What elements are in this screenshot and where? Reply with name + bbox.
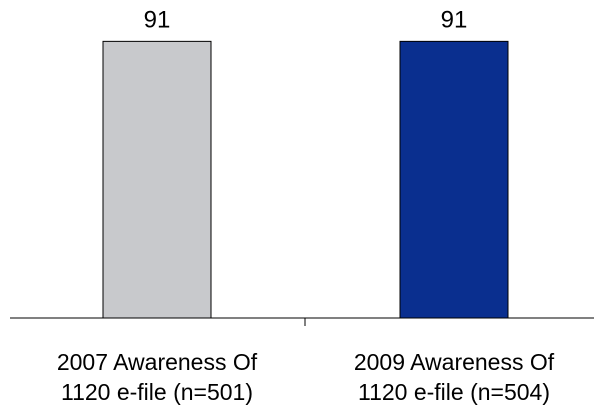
category-label-1-line-2: 1120 e-file (n=501) <box>61 379 253 405</box>
category-label-2-line-1: 2009 Awareness Of <box>354 349 555 375</box>
data-labels-group: 91 91 <box>144 6 468 33</box>
category-labels-group: 2007 Awareness Of 1120 e-file (n=501) 2009… <box>57 349 555 405</box>
bar-2 <box>399 40 509 319</box>
category-label-2-line-2: 1120 e-file (n=504) <box>358 379 550 405</box>
category-label-1-line-1: 2007 Awareness Of <box>57 349 258 375</box>
bars-group <box>102 40 509 319</box>
data-label-1: 91 <box>144 6 171 33</box>
data-label-2: 91 <box>441 6 468 33</box>
bar-1 <box>102 40 212 319</box>
